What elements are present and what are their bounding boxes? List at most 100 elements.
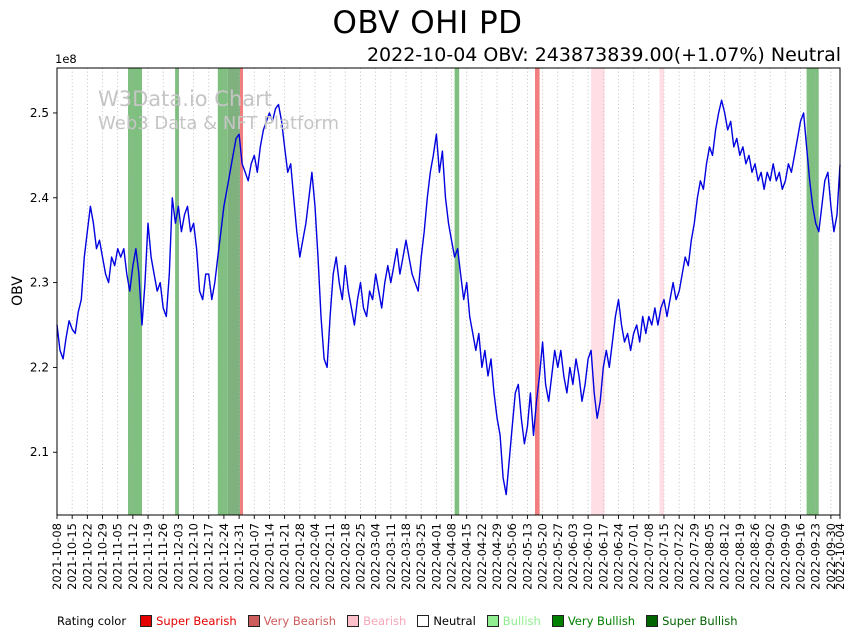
x-tick-label: 2021-10-22 — [80, 523, 94, 590]
y-tick-label: 2.1 — [30, 445, 49, 459]
x-tick-label: 2022-04-29 — [490, 523, 504, 590]
x-tick-label: 2022-04-01 — [429, 523, 443, 590]
x-tick-label: 2022-02-04 — [308, 523, 322, 590]
x-tick-label: 2022-05-20 — [536, 523, 550, 590]
rating-band-bearish — [659, 68, 664, 515]
x-tick-label: 2022-04-22 — [475, 523, 489, 590]
rating-band-super-bearish — [240, 68, 243, 515]
x-tick-label: 2022-04-15 — [460, 523, 474, 590]
x-tick-label: 2022-01-07 — [247, 523, 261, 590]
rating-band-very-bullish — [454, 68, 460, 515]
x-tick-label: 2022-01-21 — [278, 523, 292, 590]
y-axis-title: OBV — [10, 276, 26, 306]
legend-item-very-bullish: Very Bullish — [551, 614, 636, 628]
legend-item-bullish: Bullish — [486, 614, 541, 628]
legend-swatch — [486, 615, 499, 627]
legend-label: Very Bearish — [263, 614, 337, 628]
x-tick-label: 2022-02-25 — [353, 523, 367, 590]
legend-swatch — [247, 615, 260, 627]
x-tick-label: 2022-09-23 — [809, 523, 823, 590]
y-axis-offset-label: 1e8 — [55, 52, 77, 66]
rating-band-very-bullish — [128, 68, 142, 515]
x-tick-label: 2021-10-08 — [50, 523, 64, 590]
rating-band-very-bullish — [806, 68, 819, 515]
x-tick-label: 2022-05-27 — [551, 523, 565, 590]
chart-title: OBV OHI PD — [332, 5, 523, 41]
x-tick-label: 2021-12-17 — [202, 523, 216, 590]
legend-title: Rating color — [57, 614, 127, 628]
rating-legend: Rating color Super Bearish Very Bearish Be… — [57, 614, 738, 628]
x-tick-label: 2021-11-05 — [111, 523, 125, 590]
legend-label: Bullish — [502, 614, 541, 628]
x-tick-label: 2021-11-19 — [141, 523, 155, 590]
x-tick-label: 2022-02-11 — [323, 523, 337, 590]
rating-band-super-bearish — [535, 68, 540, 515]
x-tick-label: 2021-12-03 — [171, 523, 185, 590]
x-tick-label: 2021-12-31 — [232, 523, 246, 590]
x-tick-label: 2022-05-13 — [520, 523, 534, 590]
x-tick-label: 2022-09-02 — [763, 523, 777, 590]
x-tick-label: 2022-08-05 — [703, 523, 717, 590]
rating-band-very-bullish — [217, 68, 228, 515]
x-tick-label: 2021-12-10 — [187, 523, 201, 590]
legend-item-neutral: Neutral — [417, 614, 476, 628]
legend-item-super-bullish: Super Bullish — [646, 614, 738, 628]
legend-item-super-bearish: Super Bearish — [140, 614, 237, 628]
x-tick-label: 2022-07-29 — [687, 523, 701, 590]
legend-swatch — [551, 615, 564, 627]
x-tick-label: 2021-10-29 — [96, 523, 110, 590]
y-tick-label: 2.4 — [30, 191, 49, 205]
legend-swatch — [140, 615, 153, 627]
x-tick-label: 2022-01-14 — [262, 523, 276, 590]
x-tick-label: 2022-08-19 — [733, 523, 747, 590]
x-tick-label: 2022-07-08 — [642, 523, 656, 590]
legend-label: Very Bullish — [567, 614, 636, 628]
legend-label: Neutral — [433, 614, 476, 628]
x-tick-label: 2021-11-26 — [156, 523, 170, 590]
x-tick-label: 2021-12-24 — [217, 523, 231, 590]
x-tick-label: 2022-02-18 — [338, 523, 352, 590]
rating-band-very-bullish — [175, 68, 179, 515]
chart-subtitle: 2022-10-04 OBV: 243873839.00(+1.07%) Neu… — [366, 44, 841, 66]
x-tick-label: 2022-09-16 — [794, 523, 808, 590]
x-tick-label: 2022-07-15 — [657, 523, 671, 590]
legend-items: Super Bearish Very Bearish Bearish Neutral B… — [140, 614, 738, 628]
y-tick-label: 2.2 — [30, 360, 49, 374]
x-tick-label: 2022-03-11 — [384, 523, 398, 590]
x-tick-label: 2022-03-25 — [414, 523, 428, 590]
y-tick-label: 2.5 — [30, 106, 49, 120]
legend-item-bearish: Bearish — [347, 614, 406, 628]
rating-band-super-bullish — [227, 68, 240, 515]
x-tick-label: 2022-07-01 — [627, 523, 641, 590]
plot-border — [56, 67, 841, 516]
x-tick-label: 2022-06-24 — [611, 523, 625, 590]
x-tick-label: 2022-05-06 — [505, 523, 519, 590]
x-tick-label: 2022-06-10 — [581, 523, 595, 590]
x-tick-label: 2022-10-04 — [833, 523, 847, 590]
x-tick-label: 2022-08-26 — [748, 523, 762, 590]
x-tick-label: 2022-03-18 — [399, 523, 413, 590]
x-tick-label: 2022-06-03 — [566, 523, 580, 590]
x-tick-label: 2022-06-17 — [596, 523, 610, 590]
legend-swatch — [417, 615, 430, 627]
x-tick-label: 2021-11-12 — [126, 523, 140, 590]
x-tick-label: 2022-01-28 — [293, 523, 307, 590]
x-tick-label: 2022-04-08 — [445, 523, 459, 590]
y-tick-label: 2.3 — [30, 276, 49, 290]
legend-swatch — [347, 615, 360, 627]
x-tick-label: 2022-08-12 — [718, 523, 732, 590]
rating-band-bearish — [591, 68, 605, 515]
legend-swatch — [646, 615, 659, 627]
legend-item-very-bearish: Very Bearish — [247, 614, 337, 628]
x-tick-label: 2022-09-30 — [824, 523, 838, 590]
x-tick-label: 2022-03-04 — [369, 523, 383, 590]
legend-label: Bearish — [363, 614, 407, 628]
x-tick-label: 2021-10-15 — [65, 523, 79, 590]
legend-label: Super Bearish — [156, 614, 237, 628]
x-tick-label: 2022-09-09 — [778, 523, 792, 590]
legend-label: Super Bullish — [662, 614, 738, 628]
x-tick-label: 2022-07-22 — [672, 523, 686, 590]
obv-line — [56, 99, 841, 496]
